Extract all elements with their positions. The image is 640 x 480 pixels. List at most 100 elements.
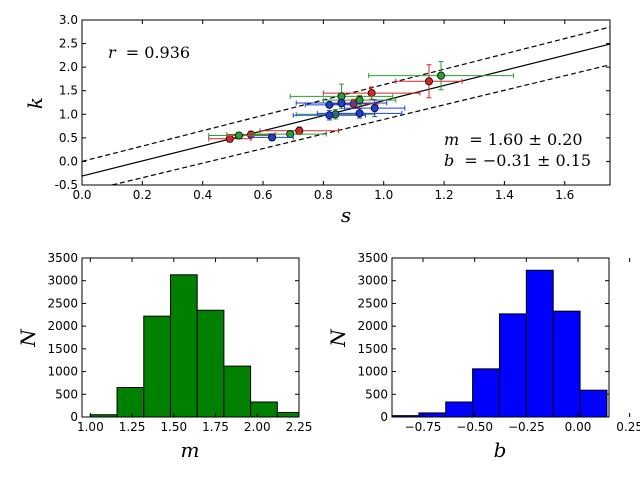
histogram-m-y-tick-label: 3500: [47, 251, 78, 265]
histogram-m-x-tick-label: 1.25: [119, 420, 146, 434]
histogram-b-x-tick-label: −0.75: [405, 420, 442, 434]
data-point-green: [289, 83, 394, 110]
data-point-green: [368, 60, 514, 91]
histogram-m-bar: [89, 414, 118, 418]
histogram-b-y-tick-label: 0: [380, 410, 388, 424]
m-value: = 1.60 ± 0.20: [469, 130, 582, 149]
histogram-b-y-tick-label: 3500: [357, 251, 388, 265]
r-symbol: r: [108, 43, 117, 62]
histogram-m-ticks: 1.00 1.25 1.50 1.75 2.00 2.25 0 500 1000 1500 2000…: [47, 251, 312, 434]
scatter-y-tick-label: 2.5: [59, 37, 78, 51]
data-point-blue: [343, 99, 406, 118]
histogram-b-x-tick-label: −0.50: [456, 420, 493, 434]
scatter-y-tick-label: 0.0: [59, 154, 78, 168]
histogram-b-bar: [579, 389, 608, 418]
histogram-m-y-tick-label: 500: [55, 387, 78, 401]
histogram-b-bar: [445, 401, 474, 418]
data-marker: [437, 71, 446, 80]
scatter-x-tick-label: 1.6: [555, 188, 574, 202]
data-marker: [370, 104, 379, 113]
histogram-b-x-axis-label: b: [494, 438, 507, 462]
histogram-b-y-axis-label: N: [326, 328, 350, 348]
histogram-m-y-tick-label: 3000: [47, 274, 78, 288]
confidence-band-lower: [112, 64, 611, 186]
scatter-ticks: 0.0 0.2 0.4 0.6 0.8 1.0 1.2 1.4 1.6-0.50.00.51.0…: [55, 13, 610, 202]
data-point-green: [322, 94, 397, 106]
scatter-y-tick-label: 1.5: [59, 84, 78, 98]
fit-line-group: [81, 43, 611, 177]
scatter-x-tick-label: 1.0: [374, 188, 393, 202]
histogram-b-bar: [391, 415, 420, 418]
histogram-b-bar: [552, 310, 581, 418]
histogram-m-y-tick-label: 1500: [47, 342, 78, 356]
histogram-m-bar: [196, 309, 225, 418]
histogram-m-x-tick-label: 2.25: [286, 420, 313, 434]
histogram-m-x-tick-label: 1.75: [202, 420, 229, 434]
fit-line: [81, 43, 611, 177]
scatter-y-tick-label: 0.5: [59, 131, 78, 145]
scatter-x-tick-label: 1.2: [435, 188, 454, 202]
histogram-m-panel: 1.00 1.25 1.50 1.75 2.00 2.25 0 500 1000 1500 2000…: [16, 251, 312, 462]
histogram-m-bar: [116, 386, 145, 418]
confidence-band: [81, 26, 611, 186]
data-marker: [325, 100, 334, 109]
scatter-x-tick-label: 0.0: [72, 188, 91, 202]
data-marker: [295, 126, 304, 135]
data-point-blue: [316, 108, 403, 119]
data-point-red: [395, 64, 463, 99]
histogram-b-y-tick-label: 1500: [357, 342, 388, 356]
data-marker: [355, 109, 364, 118]
histogram-b-y-tick-label: 3000: [357, 274, 388, 288]
r-value: = 0.936: [126, 43, 190, 62]
data-point-green: [253, 130, 327, 139]
scatter-y-tick-label: 2.0: [59, 60, 78, 74]
histogram-m-x-tick-label: 1.50: [160, 420, 187, 434]
scatter-x-tick-label: 0.6: [253, 188, 272, 202]
histogram-b-x-tick-label: −0.25: [508, 420, 545, 434]
scatter-x-tick-label: 1.4: [495, 188, 514, 202]
scatter-points: [208, 60, 514, 143]
histogram-b-bars: [391, 269, 608, 418]
scatter-y-tick-label: 1.0: [59, 107, 78, 121]
scatter-plot-frame: [81, 19, 611, 186]
histogram-m-bar: [250, 401, 278, 418]
histogram-b-x-tick-label: 0.00: [565, 420, 592, 434]
histogram-b-y-tick-label: 2500: [357, 296, 388, 310]
b-symbol: b: [444, 151, 454, 170]
histogram-b-y-tick-label: 1000: [357, 365, 388, 379]
scatter-y-tick-label: -0.5: [55, 178, 78, 192]
data-point-blue: [295, 98, 388, 108]
scatter-x-tick-label: 0.4: [193, 188, 212, 202]
data-point-blue: [250, 133, 294, 142]
histogram-b-ticks: −0.75 −0.50 −0.25 0.00 0.25 0 500 1000 1500 2000 2…: [357, 251, 640, 434]
m-annotation: m = 1.60 ± 0.20: [444, 130, 583, 149]
b-value: = −0.31 ± 0.15: [464, 151, 591, 170]
histogram-b-x-tick-label: 0.25: [616, 420, 640, 434]
scatter-y-axis-label: k: [23, 97, 47, 109]
histogram-m-y-tick-label: 2500: [47, 296, 78, 310]
histogram-b-bar: [498, 313, 527, 418]
histogram-b-y-tick-label: 500: [365, 387, 388, 401]
histogram-m-y-tick-label: 2000: [47, 319, 78, 333]
scatter-x-tick-label: 0.2: [133, 188, 152, 202]
scatter-x-axis-label: s: [341, 203, 351, 227]
data-point-blue: [304, 100, 355, 109]
data-marker: [234, 131, 243, 140]
histogram-m-bar: [143, 315, 171, 418]
data-point-blue: [292, 110, 367, 121]
data-marker: [424, 77, 433, 86]
b-annotation: b = −0.31 ± 0.15: [444, 151, 591, 170]
m-symbol: m: [444, 130, 459, 149]
histogram-m-y-tick-label: 1000: [47, 365, 78, 379]
histogram-b-panel: −0.75 −0.50 −0.25 0.00 0.25 0 500 1000 1500 2000 2…: [326, 251, 640, 462]
histogram-m-bar: [276, 411, 300, 418]
histogram-m-x-axis-label: m: [181, 438, 200, 462]
data-marker: [337, 98, 346, 107]
data-marker: [325, 111, 334, 120]
histogram-m-x-tick-label: 2.00: [244, 420, 271, 434]
data-marker: [367, 89, 376, 98]
histogram-m-bar: [169, 274, 198, 418]
histogram-m-y-tick-label: 0: [70, 410, 78, 424]
data-point-red: [208, 134, 252, 143]
